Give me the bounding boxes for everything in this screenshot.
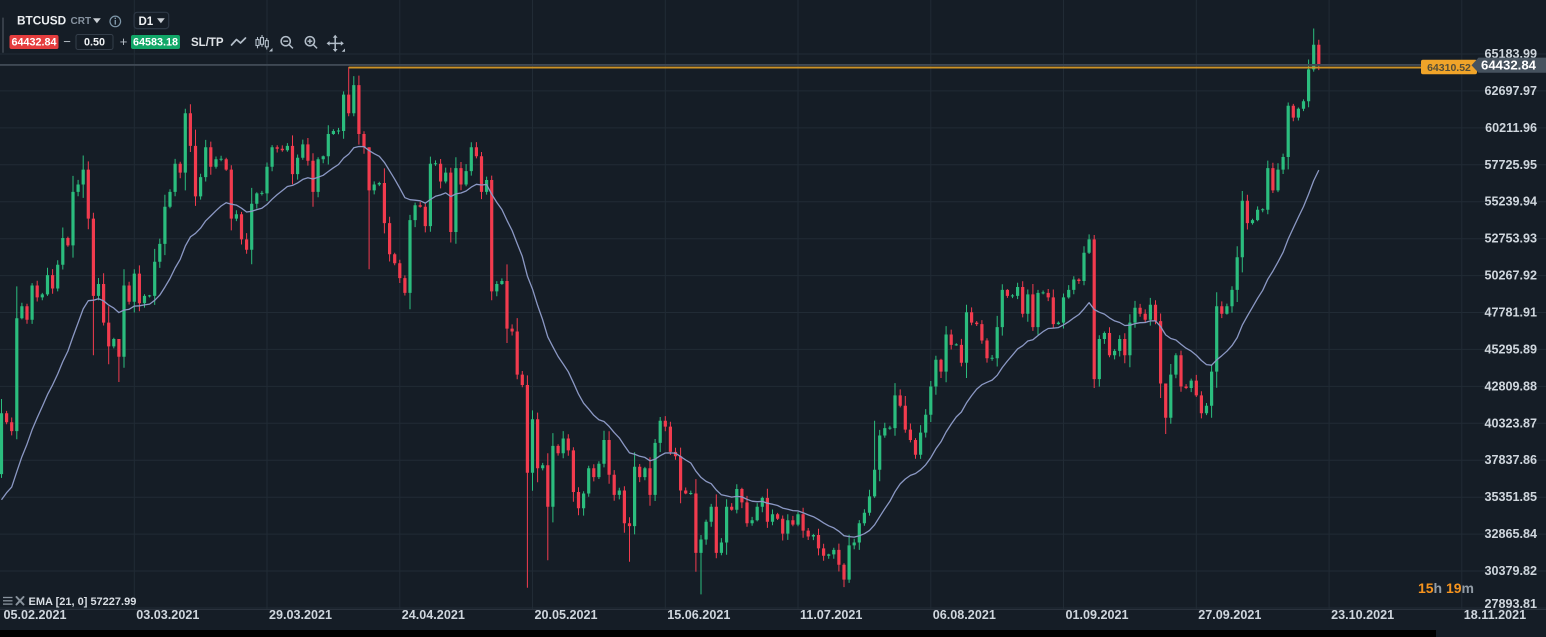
svg-text:0.50: 0.50 — [84, 37, 105, 49]
svg-text:64583.18: 64583.18 — [133, 37, 178, 49]
svg-text:65183.99: 65183.99 — [1484, 47, 1537, 61]
svg-text:55239.94: 55239.94 — [1484, 195, 1537, 209]
svg-text:64310.52: 64310.52 — [1427, 62, 1471, 74]
svg-text:D1: D1 — [139, 16, 154, 28]
svg-text:01.09.2021: 01.09.2021 — [1066, 608, 1129, 622]
svg-text:03.03.2021: 03.03.2021 — [136, 608, 199, 622]
svg-text:35351.85: 35351.85 — [1484, 490, 1537, 504]
svg-text:64432.84: 64432.84 — [1481, 57, 1537, 72]
svg-text:45295.89: 45295.89 — [1484, 342, 1537, 356]
svg-text:11.07.2021: 11.07.2021 — [800, 608, 862, 622]
svg-text:20.05.2021: 20.05.2021 — [535, 608, 598, 622]
svg-text:SL/TP: SL/TP — [191, 37, 224, 49]
svg-text:40323.87: 40323.87 — [1484, 416, 1537, 430]
svg-text:06.08.2021: 06.08.2021 — [933, 608, 996, 622]
svg-text:18.11.2021: 18.11.2021 — [1464, 608, 1526, 622]
svg-text:32865.84: 32865.84 — [1484, 527, 1537, 541]
svg-text:29.03.2021: 29.03.2021 — [269, 608, 332, 622]
svg-text:27893.81: 27893.81 — [1484, 597, 1537, 611]
svg-text:24.04.2021: 24.04.2021 — [402, 608, 465, 622]
svg-text:62697.97: 62697.97 — [1484, 84, 1537, 98]
svg-text:50267.92: 50267.92 — [1484, 269, 1537, 283]
svg-text:42809.88: 42809.88 — [1484, 379, 1537, 393]
svg-text:47781.91: 47781.91 — [1484, 306, 1537, 320]
svg-text:37837.86: 37837.86 — [1484, 453, 1537, 467]
svg-text:15.06.2021: 15.06.2021 — [667, 608, 730, 622]
svg-text:52753.93: 52753.93 — [1484, 232, 1537, 246]
svg-text:+: + — [120, 34, 128, 49]
svg-text:27.09.2021: 27.09.2021 — [1198, 608, 1261, 622]
svg-text:EMA [21, 0] 57227.99: EMA [21, 0] 57227.99 — [29, 596, 137, 608]
svg-text:BTCUSD: BTCUSD — [17, 14, 67, 28]
svg-text:64432.84: 64432.84 — [11, 37, 56, 49]
svg-text:60211.96: 60211.96 — [1485, 121, 1537, 135]
svg-text:CRT: CRT — [71, 16, 92, 27]
svg-text:57725.95: 57725.95 — [1484, 158, 1537, 172]
svg-text:23.10.2021: 23.10.2021 — [1331, 608, 1394, 622]
svg-text:30379.82: 30379.82 — [1484, 564, 1537, 578]
svg-text:15h 19m: 15h 19m — [1418, 580, 1474, 596]
svg-text:−: − — [63, 34, 71, 49]
svg-text:05.02.2021: 05.02.2021 — [4, 608, 67, 622]
